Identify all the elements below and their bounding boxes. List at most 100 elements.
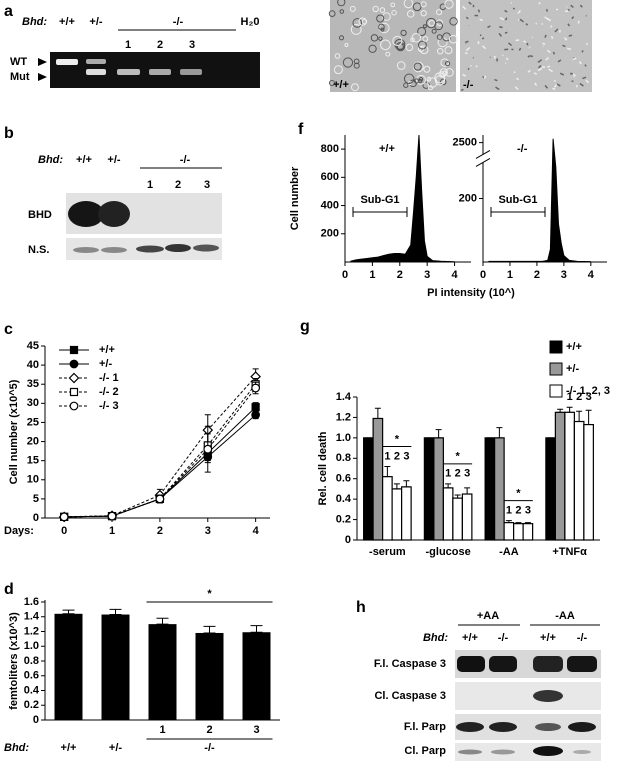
bar: [522, 523, 534, 541]
blot-label: F.l. Parp: [404, 721, 446, 733]
bar: [461, 493, 473, 541]
x-tick-label: +TNFα: [552, 546, 587, 558]
cells: [328, 0, 589, 92]
band: [117, 69, 140, 75]
cell: [528, 46, 531, 49]
marker: [155, 494, 165, 504]
cell: [547, 65, 551, 68]
cell: [552, 87, 556, 91]
marker: [107, 511, 117, 521]
cell: [435, 9, 443, 16]
error-bar: [435, 429, 442, 439]
bar: [148, 624, 177, 720]
cell: [328, 80, 336, 87]
cell: [537, 59, 543, 63]
y-tick-label: 1.2: [24, 625, 39, 637]
cell: [411, 33, 422, 43]
cell: [342, 57, 354, 68]
cell: [334, 53, 341, 59]
cell: [403, 82, 409, 88]
cell: [467, 67, 470, 71]
cell: [400, 29, 407, 37]
condition: +AA: [477, 610, 499, 622]
band: [456, 722, 484, 732]
cell: [514, 86, 519, 91]
significance: *: [516, 487, 521, 499]
band: [136, 245, 164, 253]
cell: [494, 78, 498, 82]
y-tick-label: 0.2: [24, 699, 39, 711]
error-bar: [156, 617, 169, 625]
blot-label: F.l. Caspase 3: [374, 658, 446, 670]
band: [491, 749, 515, 755]
cell: [438, 71, 445, 78]
cell: [462, 73, 466, 77]
bar-label: 2: [515, 504, 521, 516]
arrow: [38, 73, 47, 81]
cell: [577, 20, 580, 24]
genotype-label: -/-: [517, 143, 528, 155]
x-tick-label: 1: [507, 269, 513, 281]
bar: [433, 437, 444, 541]
cell: [448, 34, 458, 44]
cell: [405, 43, 414, 52]
x-tick-label: +/-: [109, 742, 122, 754]
legend-swatch: [549, 384, 563, 398]
cell: [426, 76, 432, 82]
band: [573, 750, 591, 754]
cell: [465, 16, 469, 20]
cell: [464, 52, 468, 55]
genotype-label: Bhd:: [22, 16, 47, 28]
legend-label: +/+: [99, 344, 115, 356]
cell: [519, 18, 525, 23]
y-tick-label: 0.2: [336, 513, 351, 525]
cell: [353, 58, 360, 65]
x-axis-label: Bhd:: [4, 742, 29, 754]
cell: [412, 2, 422, 12]
cell: [553, 79, 556, 82]
cell: [422, 36, 429, 42]
cell: [353, 62, 360, 69]
cell: [339, 9, 345, 14]
cell: [350, 83, 359, 92]
cell: [548, 68, 553, 73]
legend-label: -/- 3: [99, 400, 119, 412]
cell: [567, 23, 571, 27]
bar: [54, 613, 83, 720]
band: [458, 749, 482, 755]
bar-label: 2: [576, 391, 582, 403]
cell: [535, 22, 538, 25]
cell: [477, 9, 481, 13]
bar-label: 1: [506, 504, 512, 516]
bar: [573, 420, 585, 541]
y-tick-label: 0.6: [24, 670, 39, 682]
bar-label: 2: [455, 468, 461, 480]
blot: [455, 682, 601, 710]
cell: [499, 17, 505, 21]
group-label: -/-: [204, 742, 215, 754]
y-tick-label: 15: [27, 455, 39, 467]
blot-label: N.S.: [28, 244, 49, 256]
histogram: [350, 134, 455, 263]
marker: [69, 387, 79, 397]
legend-label: -/- 2: [99, 386, 119, 398]
marker: [251, 383, 261, 393]
error-bar: [109, 608, 122, 616]
y-tick-label: 600: [321, 171, 339, 183]
cell: [415, 74, 426, 85]
bar: [401, 486, 412, 541]
x-tick-label: 4: [253, 525, 260, 537]
x-tick-label: 3: [561, 269, 567, 281]
bar: [452, 497, 463, 541]
band: [193, 244, 219, 252]
cell: [504, 9, 508, 13]
marker: [68, 372, 80, 384]
legend-label: +/-: [99, 358, 112, 370]
y-tick-label: 10: [27, 474, 39, 486]
panel-label: d: [4, 581, 14, 598]
band: [98, 201, 130, 227]
cell: [518, 47, 522, 51]
bar: [391, 488, 403, 541]
genotype: +/+: [540, 632, 556, 644]
cell: [544, 16, 549, 21]
